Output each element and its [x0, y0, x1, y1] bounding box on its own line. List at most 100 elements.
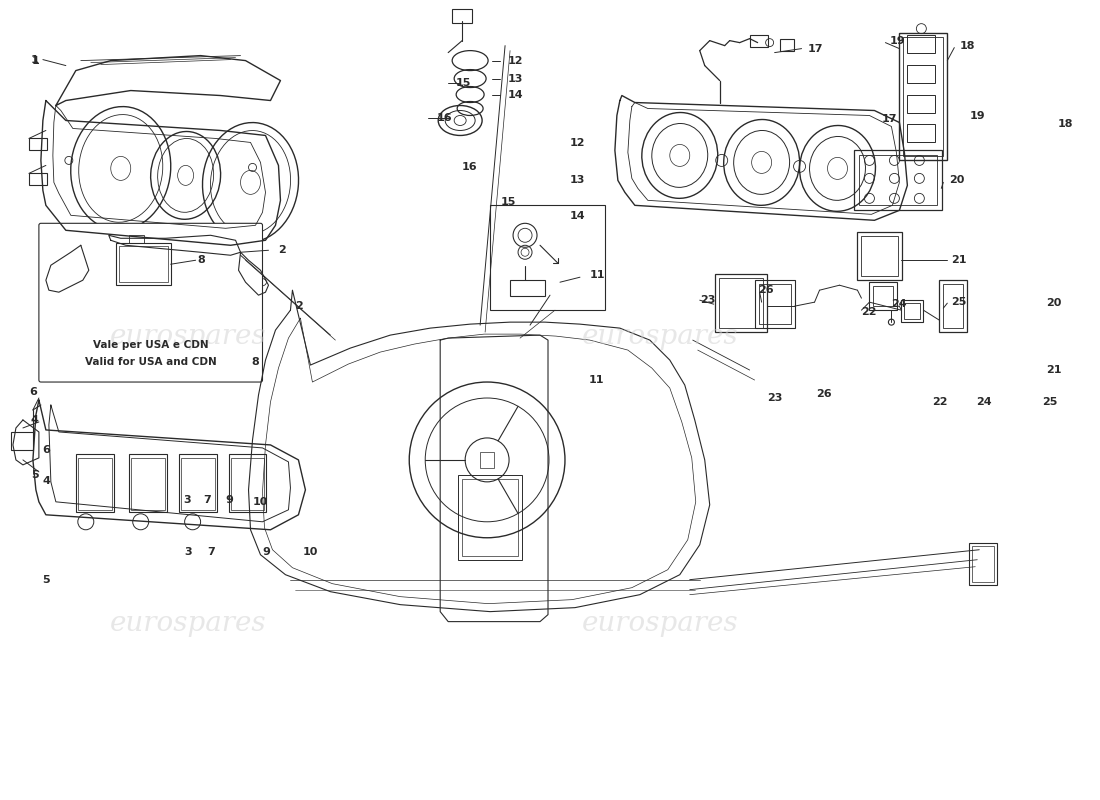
- Bar: [715, 274, 767, 332]
- Text: 5: 5: [43, 574, 51, 585]
- Bar: [908, 94, 935, 113]
- Bar: [459, 475, 522, 560]
- Text: 26: 26: [758, 285, 773, 295]
- Bar: [944, 284, 964, 328]
- Bar: [900, 33, 947, 161]
- Bar: [119, 246, 167, 282]
- FancyBboxPatch shape: [491, 206, 605, 310]
- Bar: [904, 303, 921, 319]
- Text: 24: 24: [976, 397, 992, 406]
- Bar: [869, 282, 898, 310]
- Bar: [229, 454, 266, 512]
- Text: 24: 24: [891, 299, 908, 309]
- Text: 12: 12: [508, 55, 524, 66]
- Text: 15: 15: [500, 197, 516, 207]
- Text: 6: 6: [43, 445, 51, 454]
- Bar: [131, 458, 165, 510]
- Bar: [76, 454, 113, 512]
- Bar: [873, 286, 893, 306]
- Text: 21: 21: [952, 255, 967, 266]
- Text: 8: 8: [251, 357, 260, 366]
- Bar: [780, 38, 793, 50]
- Text: 1: 1: [32, 55, 40, 66]
- Text: 25: 25: [952, 297, 967, 307]
- Text: 20: 20: [1046, 298, 1062, 307]
- Bar: [129, 235, 144, 243]
- Text: eurospares: eurospares: [109, 610, 266, 637]
- Text: 16: 16: [437, 114, 452, 123]
- Text: 22: 22: [861, 307, 877, 317]
- Bar: [78, 458, 112, 510]
- Text: 14: 14: [508, 90, 524, 99]
- Bar: [510, 280, 544, 296]
- Text: 7: 7: [204, 495, 211, 505]
- Text: eurospares: eurospares: [582, 610, 738, 637]
- Text: 19: 19: [890, 36, 905, 46]
- Text: 14: 14: [570, 211, 585, 222]
- Text: 11: 11: [590, 270, 605, 280]
- Bar: [180, 458, 214, 510]
- Bar: [231, 458, 264, 510]
- Text: 17: 17: [807, 44, 823, 54]
- Bar: [861, 236, 899, 276]
- Bar: [908, 125, 935, 142]
- Bar: [969, 542, 998, 585]
- Bar: [29, 138, 47, 150]
- Text: 13: 13: [508, 74, 524, 83]
- Text: 18: 18: [959, 41, 975, 50]
- Bar: [901, 300, 923, 322]
- Bar: [939, 280, 967, 332]
- Bar: [759, 284, 791, 324]
- Text: 13: 13: [570, 175, 585, 186]
- Text: 22: 22: [932, 397, 947, 406]
- Text: 8: 8: [198, 255, 206, 266]
- Text: 16: 16: [462, 162, 477, 172]
- Text: 15: 15: [456, 78, 472, 87]
- Text: 3: 3: [185, 546, 192, 557]
- Bar: [858, 232, 902, 280]
- Text: Vale per USA e CDN: Vale per USA e CDN: [92, 340, 209, 350]
- Text: 23: 23: [700, 295, 715, 305]
- Bar: [480, 452, 494, 468]
- Text: 4: 4: [31, 415, 38, 425]
- Bar: [908, 65, 935, 82]
- Text: 19: 19: [969, 111, 986, 122]
- Text: 6: 6: [29, 387, 36, 397]
- Bar: [178, 454, 217, 512]
- Text: 26: 26: [816, 389, 832, 398]
- Bar: [855, 150, 943, 210]
- Text: 23: 23: [768, 394, 783, 403]
- Bar: [972, 546, 994, 582]
- Text: 1: 1: [31, 54, 38, 65]
- Text: Valid for USA and CDN: Valid for USA and CDN: [85, 357, 217, 367]
- Text: 4: 4: [43, 477, 51, 486]
- Bar: [859, 155, 937, 206]
- Text: 21: 21: [1046, 365, 1062, 374]
- Bar: [755, 280, 794, 328]
- Bar: [903, 37, 944, 157]
- Bar: [452, 9, 472, 22]
- Bar: [29, 174, 47, 186]
- Text: 9: 9: [226, 495, 233, 505]
- Text: 3: 3: [184, 495, 191, 505]
- Text: 10: 10: [253, 497, 268, 507]
- Bar: [116, 243, 170, 285]
- Bar: [750, 34, 768, 46]
- Bar: [129, 454, 167, 512]
- Bar: [908, 34, 935, 53]
- Bar: [718, 278, 762, 328]
- Text: 20: 20: [949, 175, 965, 186]
- Text: 12: 12: [570, 138, 585, 148]
- Text: 2: 2: [295, 301, 302, 310]
- Text: eurospares: eurospares: [109, 322, 266, 350]
- Text: 17: 17: [881, 114, 898, 124]
- Bar: [11, 432, 33, 450]
- Text: 25: 25: [1042, 397, 1057, 406]
- Text: eurospares: eurospares: [582, 322, 738, 350]
- Text: 11: 11: [588, 375, 604, 385]
- Bar: [462, 479, 518, 556]
- FancyBboxPatch shape: [39, 223, 263, 382]
- Text: 7: 7: [208, 546, 216, 557]
- Text: 9: 9: [262, 546, 271, 557]
- Text: 5: 5: [31, 470, 38, 480]
